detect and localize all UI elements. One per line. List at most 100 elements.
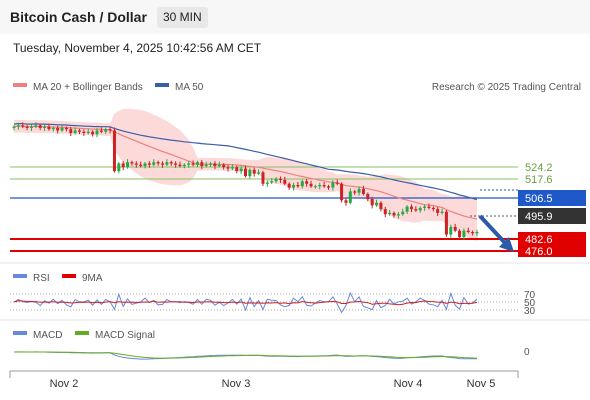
resistance-label-2: 517.6 (525, 174, 553, 186)
header-bar: Bitcoin Cash / Dollar 30 MIN (0, 0, 590, 34)
candle-body (348, 191, 352, 203)
candle-body (274, 178, 278, 182)
candle-body (326, 186, 330, 188)
candle-body (21, 125, 25, 127)
support-label-2: 476.0 (525, 246, 553, 258)
rsi-legend-label: RSI (33, 273, 50, 284)
candle-body (43, 126, 47, 128)
candle-body (423, 206, 427, 208)
x-tick-label-nov4: Nov 4 (394, 378, 423, 390)
candle-body (475, 232, 479, 234)
candle-body (466, 230, 470, 232)
candle-body (427, 206, 431, 208)
datetime-label: Tuesday, November 4, 2025 10:42:56 AM CE… (13, 41, 262, 55)
candles-group (12, 122, 479, 241)
candle-body (56, 127, 60, 131)
pivot-badge (518, 190, 586, 206)
candle-body (169, 162, 173, 164)
bollinger-band (14, 108, 477, 242)
candle-body (453, 226, 457, 231)
candle-body (370, 199, 374, 206)
candle-body (366, 193, 370, 199)
candle-body (182, 164, 186, 166)
candle-body (300, 181, 304, 187)
candle-body (187, 163, 191, 165)
macd-legend-swatch (13, 331, 27, 335)
candle-body (388, 212, 392, 215)
candle-body (401, 211, 405, 215)
candle-body (78, 130, 82, 132)
candle-body (283, 179, 287, 184)
candle-body (322, 185, 326, 187)
rsi-ma-legend-swatch (62, 274, 76, 278)
x-tick-label-nov2: Nov 2 (50, 378, 79, 390)
current-price-badge (518, 208, 586, 224)
support-badge (518, 232, 586, 257)
candle-body (191, 163, 195, 165)
candle-body (16, 125, 20, 127)
candle-body (108, 129, 112, 131)
candle-body (134, 163, 138, 165)
candle-body (204, 164, 208, 166)
candle-body (305, 181, 309, 184)
candle-body (29, 126, 33, 128)
candle-body (458, 230, 462, 238)
resistance-label-1: 524.2 (525, 162, 553, 174)
candle-body (331, 182, 335, 188)
candle-body (244, 168, 247, 177)
candle-body (152, 162, 156, 165)
rsi-level-30: 30 (524, 306, 536, 317)
candle-body (143, 163, 147, 166)
candle-body (462, 230, 466, 238)
candle-body (392, 212, 396, 216)
candle-body (86, 131, 90, 133)
support-label-1: 482.6 (525, 234, 553, 246)
candle-body (375, 202, 379, 206)
candle-body (431, 207, 435, 210)
timeframe-button[interactable]: 30 MIN (157, 7, 208, 28)
credit-label: Research © 2025 Trading Central (432, 82, 581, 93)
candle-body (252, 169, 256, 174)
candle-body (296, 185, 300, 187)
candle-body (69, 129, 73, 133)
candle-body (449, 226, 453, 235)
forecast-arrow-shaft (478, 214, 508, 246)
candle-body (147, 163, 151, 165)
candle-body (34, 125, 38, 127)
candle-body (257, 172, 261, 174)
candle-body (414, 209, 418, 211)
macd-legend-label: MACD (33, 330, 62, 341)
macd-zero-level: 0 (524, 347, 530, 358)
ma20-legend-label: MA 20 + Bollinger Bands (33, 82, 143, 93)
candle-body (99, 130, 103, 132)
candle-body (379, 202, 383, 210)
candle-body (318, 185, 322, 187)
candle-body (361, 188, 365, 194)
pivot-label: 506.5 (525, 193, 553, 205)
candle-body (440, 211, 444, 213)
candle-body (357, 188, 361, 193)
candle-body (226, 167, 230, 169)
candle-body (47, 126, 51, 130)
candle-body (130, 162, 134, 164)
candle-body (112, 130, 116, 172)
rsi-ma-line (13, 300, 478, 306)
rsi-level-70: 70 (524, 290, 536, 301)
forecast-arrow-head (499, 237, 514, 252)
ma50-legend-swatch (155, 83, 169, 87)
candle-body (353, 191, 357, 193)
ma50-line (13, 122, 478, 201)
candle-body (25, 126, 29, 128)
candle-body (12, 126, 16, 128)
level-lines (10, 166, 518, 252)
x-tick-label-nov3: Nov 3 (222, 378, 251, 390)
candle-body (82, 131, 86, 133)
candle-body (200, 162, 204, 166)
rsi-ma-legend-label: 9MA (82, 273, 103, 284)
candle-body (471, 232, 475, 234)
candle-body (313, 186, 317, 188)
ma20-legend-swatch (13, 83, 27, 87)
candle-body (436, 209, 440, 213)
candle-body (178, 164, 182, 166)
